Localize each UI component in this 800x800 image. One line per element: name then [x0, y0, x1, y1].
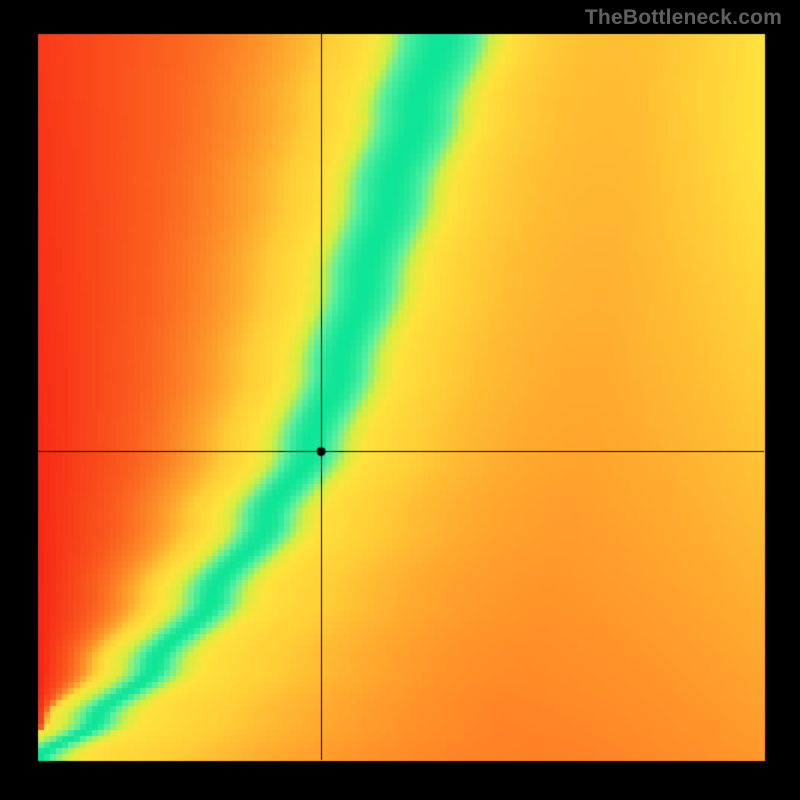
- bottleneck-heatmap-canvas: [0, 0, 800, 800]
